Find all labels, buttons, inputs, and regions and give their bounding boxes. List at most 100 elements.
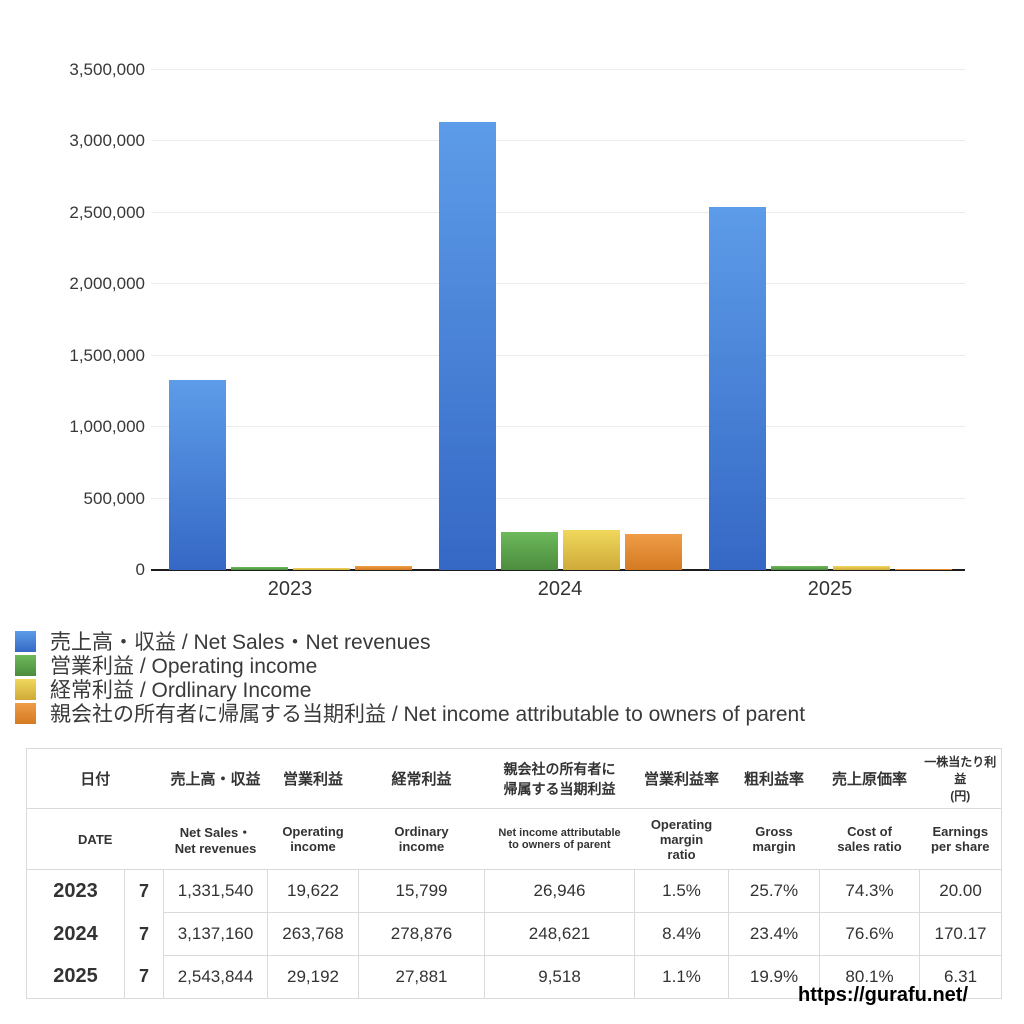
col-header-en-3: Ordinary income xyxy=(358,808,485,870)
cell-month-2025: 7 xyxy=(124,955,165,999)
cell-value-2023-1: 19,622 xyxy=(267,869,360,913)
bar-group-2025 xyxy=(695,207,965,570)
legend-label-ordinary-income: 経常利益 / Ordlinary Income xyxy=(50,679,312,702)
col-header-en-4: Net income attributable to owners of par… xyxy=(484,808,635,870)
col-header-jp-8: 一株当たり利益 (円) xyxy=(919,748,1002,809)
table-row-2025: 2025 7 2,543,844 29,192 27,881 9,518 1.1% 19.9%… xyxy=(26,955,1003,999)
cell-value-2025-0: 2,543,844 xyxy=(163,955,269,999)
cell-value-2025-4: 1.1% xyxy=(634,955,730,999)
bar-net-sales-2025 xyxy=(708,207,766,570)
gridline xyxy=(151,140,965,142)
legend-item-ordinary-income: 経常利益 / Ordlinary Income xyxy=(15,677,805,702)
cell-year-2023: 2023 xyxy=(26,869,125,913)
legend-item-net-income: 親会社の所有者に帰属する当期利益 / Net income attributab… xyxy=(15,701,806,726)
legend-label-operating-income: 営業利益 / Operating income xyxy=(50,655,318,678)
y-axis-tick-label: 0 xyxy=(135,560,145,579)
cell-value-2024-6: 76.6% xyxy=(819,912,921,956)
cell-value-2025-5: 19.9% xyxy=(728,955,821,999)
y-axis-tick-label: 3,000,000 xyxy=(69,131,145,151)
legend-label-net-income: 親会社の所有者に帰属する当期利益 / Net income attributab… xyxy=(50,703,806,726)
x-axis-label-2023: 2023 xyxy=(267,578,313,600)
bar-chart: 0 500,000 1,000,000 1,500,000 2,000,000 2,500… xyxy=(69,60,965,600)
col-header-en-2: Operating income xyxy=(267,808,359,870)
bar-operating-income-2024 xyxy=(500,532,558,570)
cell-value-2024-2: 278,876 xyxy=(358,912,486,956)
bar-net-income-2024 xyxy=(624,534,682,570)
y-axis-tick-label: 2,500,000 xyxy=(69,202,145,222)
cell-value-2025-3: 9,518 xyxy=(484,955,636,999)
bar-ordinary-income-2024 xyxy=(562,530,620,570)
gridline xyxy=(151,69,965,70)
y-axis-tick-label: 1,500,000 xyxy=(69,345,145,365)
col-header-jp-4: 親会社の所有者に 帰属する当期利益 xyxy=(484,748,635,809)
financial-table: 日付 売上高・収益 営業利益 経常利益 親会社の所有者に 帰属する当期利益 営業利益率 粗利… xyxy=(26,748,1003,999)
site-url: https://gurafu.net/ xyxy=(798,984,968,1006)
col-header-en-7: Cost of sales ratio xyxy=(819,808,920,870)
gridline xyxy=(151,497,965,499)
plot-area xyxy=(151,69,965,571)
legend-swatch-operating-income xyxy=(15,654,36,676)
table-row-2023: 2023 7 1,331,540 19,622 15,799 26,946 1.5% 25.7… xyxy=(26,869,1003,913)
x-axis-label-2024: 2024 xyxy=(537,578,583,600)
cell-value-2023-0: 1,331,540 xyxy=(163,869,269,913)
legend-swatch-net-income xyxy=(15,702,36,724)
cell-value-2024-7: 170.17 xyxy=(919,912,1003,956)
cell-value-2023-5: 25.7% xyxy=(728,869,821,913)
cell-year-2024: 2024 xyxy=(26,912,125,956)
col-header-en-8: Earnings per share xyxy=(919,808,1002,870)
gridline xyxy=(151,283,965,285)
col-header-jp-6: 粗利益率 xyxy=(728,748,820,809)
bar-operating-income-2025 xyxy=(770,566,828,570)
bar-net-income-2025 xyxy=(894,569,952,570)
table-row-2024: 2024 7 3,137,160 263,768 278,876 248,621 8.4% 2… xyxy=(26,912,1003,956)
col-header-jp-3: 経常利益 xyxy=(358,748,485,809)
col-header-en-1: Net Sales・ Net revenues xyxy=(163,808,268,870)
cell-value-2024-1: 263,768 xyxy=(267,912,360,956)
legend-label-net-sales: 売上高・収益 / Net Sales・Net revenues xyxy=(50,631,431,654)
col-header-jp-1: 売上高・収益 xyxy=(163,748,268,809)
legend-swatch-net-sales xyxy=(15,630,36,652)
legend-item-net-sales: 売上高・収益 / Net Sales・Net revenues xyxy=(15,629,805,654)
bar-net-sales-2024 xyxy=(438,122,496,570)
x-axis-line xyxy=(151,569,965,571)
cell-value-2025-2: 27,881 xyxy=(358,955,486,999)
col-header-jp-2: 営業利益 xyxy=(267,748,359,809)
cell-value-2023-6: 74.3% xyxy=(819,869,921,913)
cell-value-2023-4: 1.5% xyxy=(634,869,730,913)
table-header-row-en: DATE Net Sales・ Net revenues Operating inc… xyxy=(26,808,1002,870)
legend-item-operating-income: 営業利益 / Operating income xyxy=(15,653,805,678)
y-axis-tick-label: 500,000 xyxy=(83,488,145,508)
y-axis-tick-label: 3,500,000 xyxy=(69,60,145,79)
cell-month-2024: 7 xyxy=(124,912,165,956)
cell-value-2024-4: 8.4% xyxy=(634,912,730,956)
gridline xyxy=(151,426,965,428)
gridline xyxy=(151,354,965,356)
bar-net-sales-2023 xyxy=(168,380,226,570)
bar-group-2024 xyxy=(425,122,695,570)
legend-swatch-ordinary-income xyxy=(15,678,36,700)
col-header-jp-0: 日付 xyxy=(26,748,164,809)
financial-table-container: 日付 売上高・収益 営業利益 経常利益 親会社の所有者に 帰属する当期利益 営業利益率 粗利… xyxy=(26,748,1003,999)
y-axis-tick-label: 2,000,000 xyxy=(69,274,145,294)
cell-year-2025: 2025 xyxy=(26,955,125,999)
bar-operating-income-2023 xyxy=(230,567,288,570)
bar-group-2023 xyxy=(155,380,425,570)
bar-ordinary-income-2023 xyxy=(292,568,350,570)
table-header-row-jp: 日付 売上高・収益 営業利益 経常利益 親会社の所有者に 帰属する当期利益 営業利益率 粗利… xyxy=(26,748,1002,809)
cell-value-2023-2: 15,799 xyxy=(358,869,486,913)
col-header-en-0: DATE xyxy=(26,808,164,870)
chart-legend: 売上高・収益 / Net Sales・Net revenues 営業利益 / Op… xyxy=(15,629,806,726)
cell-value-2023-7: 20.00 xyxy=(919,869,1003,913)
cell-value-2024-0: 3,137,160 xyxy=(163,912,269,956)
gridline xyxy=(151,211,965,213)
y-axis-tick-label: 1,000,000 xyxy=(69,417,145,437)
bar-net-income-2023 xyxy=(354,566,412,570)
cell-value-2025-1: 29,192 xyxy=(267,955,360,999)
bar-ordinary-income-2025 xyxy=(832,566,890,570)
cell-month-2023: 7 xyxy=(124,869,165,913)
cell-value-2025-6: 80.1% xyxy=(819,955,921,999)
x-axis-label-2025: 2025 xyxy=(807,578,853,600)
col-header-en-5: Operating margin ratio xyxy=(634,808,729,870)
cell-value-2024-3: 248,621 xyxy=(484,912,636,956)
col-header-jp-7: 売上原価率 xyxy=(819,748,920,809)
